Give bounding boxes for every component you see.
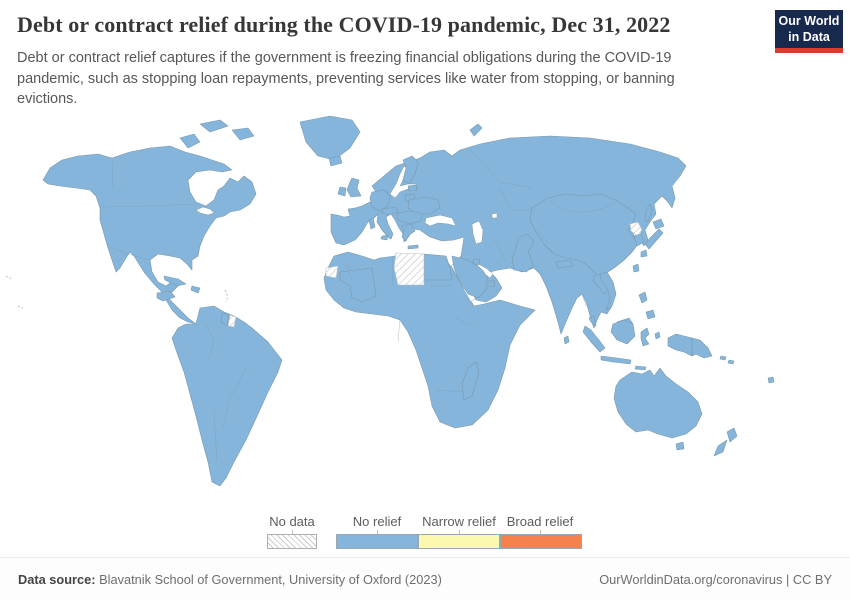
legend-tick-broad-relief xyxy=(540,530,541,534)
owid-link[interactable]: OurWorldinData.org/coronavirus xyxy=(599,571,783,587)
page-footer: Data source: Blavatnik School of Governm… xyxy=(0,557,850,600)
region-libya[interactable] xyxy=(393,252,425,286)
footer-credit: OurWorldinData.org/coronavirus | CC BY xyxy=(599,572,832,587)
border-alaska-canada xyxy=(111,159,114,191)
pacific-island-specks xyxy=(5,275,24,309)
border-mongolia-china xyxy=(549,199,615,213)
region-philippines[interactable] xyxy=(638,291,656,320)
world-map xyxy=(0,110,850,515)
page-subtitle: Debt or contract relief captures if the … xyxy=(17,50,675,108)
region-honduras[interactable] xyxy=(156,290,176,302)
region-austria[interactable] xyxy=(381,206,399,216)
borders-africa xyxy=(344,255,471,393)
choropleth-svg xyxy=(5,115,775,487)
aral-sea xyxy=(491,212,498,219)
region-vietnam[interactable] xyxy=(599,271,617,311)
region-indonesia[interactable] xyxy=(582,319,693,371)
region-novaya-zemlya[interactable] xyxy=(469,123,483,137)
border-us-mexico xyxy=(107,245,151,261)
legend-tick-no-data xyxy=(292,530,293,534)
region-greenland[interactable] xyxy=(299,115,361,161)
data-source-text: Blavatnik School of Government, Universi… xyxy=(95,571,442,587)
region-japan[interactable] xyxy=(640,218,665,258)
region-iceland[interactable] xyxy=(328,155,343,167)
border-us-canada xyxy=(99,203,197,208)
map-legend: No data No relief Narrow relief Broad re… xyxy=(0,514,850,552)
region-south-korea[interactable] xyxy=(633,233,645,247)
region-mali[interactable] xyxy=(339,267,377,303)
region-finland[interactable] xyxy=(402,155,419,185)
credit-separator: | xyxy=(782,571,793,587)
region-fiji[interactable] xyxy=(767,376,775,384)
region-greece[interactable] xyxy=(401,223,419,250)
region-papua-new-guinea[interactable] xyxy=(691,337,713,359)
borders-central-asia xyxy=(469,149,587,307)
region-canadian-arctic[interactable] xyxy=(179,119,255,149)
region-estonia[interactable] xyxy=(407,184,418,192)
legend-swatch-no-relief[interactable] xyxy=(336,534,418,549)
legend-swatch-no-data[interactable] xyxy=(267,534,317,549)
region-ukraine[interactable] xyxy=(407,196,441,215)
region-british-isles[interactable] xyxy=(337,177,362,198)
region-hungary-romania-serbia[interactable] xyxy=(397,210,423,225)
owid-logo-text: Our World in Data xyxy=(778,13,840,44)
legend-label-broad-relief: Broad relief xyxy=(506,514,574,529)
region-nepal[interactable] xyxy=(555,259,574,269)
region-guyana[interactable] xyxy=(220,312,230,327)
region-china-mongolia[interactable] xyxy=(529,193,639,278)
region-sri-lanka[interactable] xyxy=(563,335,570,345)
region-pakistan[interactable] xyxy=(511,233,535,273)
legend-tick-no-relief xyxy=(377,530,378,534)
page-title: Debt or contract relief during the COVID… xyxy=(17,12,671,37)
region-south-america[interactable] xyxy=(171,305,283,487)
region-new-zealand[interactable] xyxy=(713,427,738,457)
region-taiwan[interactable] xyxy=(632,263,640,273)
caspian-sea xyxy=(471,220,484,245)
region-solomon-islands[interactable] xyxy=(719,355,735,365)
borders-south-america xyxy=(204,321,247,463)
owid-logo[interactable]: Our World in Data xyxy=(775,10,843,53)
region-uae[interactable] xyxy=(485,279,496,288)
region-egypt[interactable] xyxy=(423,253,453,281)
region-western-sahara[interactable] xyxy=(325,265,339,279)
region-north-central-america[interactable] xyxy=(42,145,257,325)
legend-tick-narrow-relief xyxy=(459,530,460,534)
data-source: Data source: Blavatnik School of Governm… xyxy=(18,572,442,587)
legend-label-no-relief: No relief xyxy=(352,514,402,529)
lesser-antilles-specks xyxy=(224,289,228,303)
baltic-sea xyxy=(389,165,418,199)
region-australia[interactable] xyxy=(613,367,703,451)
legend-label-no-data: No data xyxy=(269,514,315,529)
region-north-korea[interactable] xyxy=(629,221,643,237)
region-suriname[interactable] xyxy=(227,314,237,328)
region-kuwait[interactable] xyxy=(472,258,481,266)
region-madagascar[interactable] xyxy=(461,361,480,401)
legend-swatch-broad-relief[interactable] xyxy=(500,534,582,549)
black-sea xyxy=(424,214,457,227)
region-sakhalin[interactable] xyxy=(644,203,653,223)
region-caribbean[interactable] xyxy=(163,275,201,294)
great-lakes xyxy=(195,206,215,216)
region-mediterranean-islands[interactable] xyxy=(368,217,389,241)
data-source-label: Data source: xyxy=(18,571,96,587)
license-text: CC BY xyxy=(792,571,832,587)
legend-label-narrow-relief: Narrow relief xyxy=(422,514,496,529)
legend-swatch-narrow-relief[interactable] xyxy=(418,534,500,549)
